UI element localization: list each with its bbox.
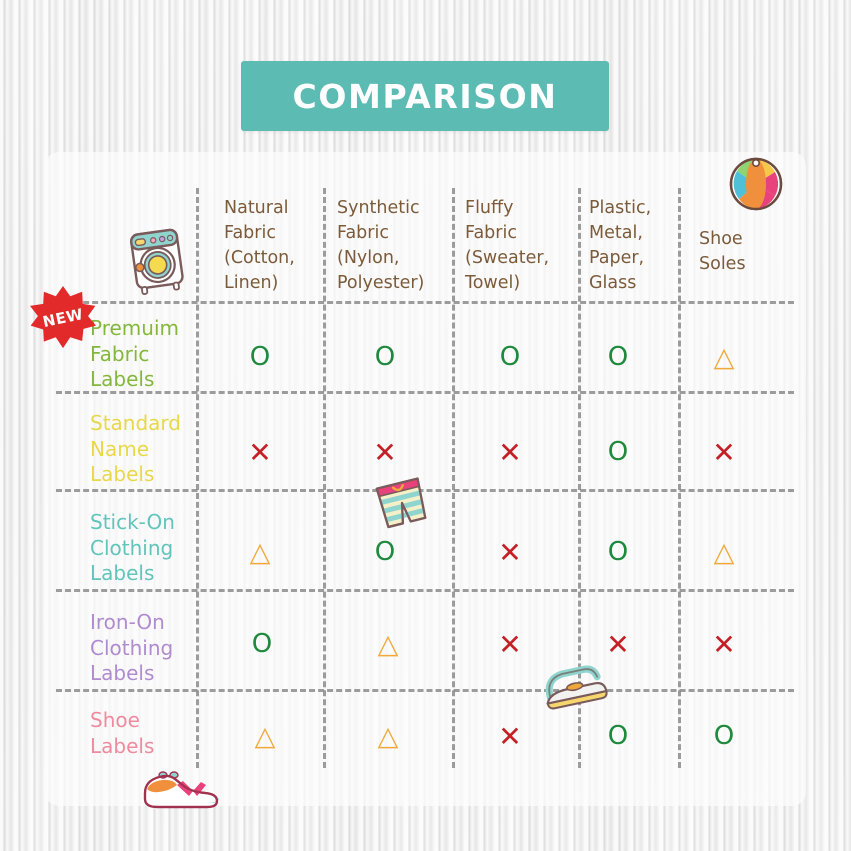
column-header-line: (Cotton, [224, 248, 295, 268]
column-header-line: Fabric [337, 223, 389, 243]
cell-r2-c1: O [374, 537, 396, 567]
cell-r2-c0: △ [249, 536, 271, 568]
clothing-iron-sticker [537, 660, 609, 716]
cell-r4-c1: △ [377, 720, 399, 752]
washing-machine-sticker [122, 222, 192, 298]
cell-r3-c1: △ [377, 628, 399, 660]
column-header-fluffy-fabric: Fluffy Fabric (Sweater, Towel) [465, 196, 577, 296]
column-header-line: (Nylon, [337, 248, 400, 268]
column-header-natural-fabric: Natural Fabric (Cotton, Linen) [224, 196, 324, 296]
column-header-line: Towel) [465, 273, 521, 293]
row-label-premium-fabric-labels: Premuim Fabric Labels [90, 316, 208, 393]
cell-r2-c4: △ [713, 536, 735, 568]
column-header-line: Plastic, [589, 198, 652, 218]
row-label-line: Name [90, 436, 150, 461]
column-header-line: Natural [224, 198, 289, 218]
row-label-line: Standard [90, 411, 181, 435]
column-header-line: Linen) [224, 273, 279, 293]
column-header-line: Metal, [589, 223, 643, 243]
title-banner: COMPARISON [241, 61, 609, 131]
cell-r1-c2: ✕ [498, 435, 522, 469]
row-label-stick-on-clothing-labels: Stick-On Clothing Labels [90, 510, 208, 587]
cell-r3-c3: ✕ [606, 627, 630, 661]
cell-r0-c1: O [374, 342, 396, 372]
cell-r3-c4: ✕ [712, 627, 736, 661]
row-label-standard-name-labels: Standard Name Labels [90, 411, 208, 488]
cell-r0-c4: △ [713, 341, 735, 373]
row-label-line: Stick-On [90, 510, 175, 534]
row-label-line: Labels [90, 561, 155, 585]
cell-r3-c0: O [251, 629, 273, 659]
column-header-line: Fluffy [465, 198, 514, 218]
cell-r4-c0: △ [254, 720, 276, 752]
sneaker-sticker [139, 759, 221, 809]
page-title: COMPARISON [292, 76, 558, 116]
cell-r0-c0: O [249, 342, 271, 372]
cell-r4-c3: O [607, 721, 629, 751]
cell-r4-c2: ✕ [498, 719, 522, 753]
column-header-line: (Sweater, [465, 248, 550, 268]
row-label-shoe-labels: Shoe Labels [90, 708, 208, 759]
row-label-line: Shoe [90, 708, 140, 732]
row-label-line: Labels [90, 462, 155, 486]
cell-r0-c2: O [499, 342, 521, 372]
row-label-line: Iron-On [90, 610, 165, 634]
cell-r3-c2: ✕ [498, 627, 522, 661]
cell-r1-c3: O [607, 437, 629, 467]
row-label-line: Fabric [90, 341, 150, 366]
cell-r1-c1: ✕ [373, 435, 397, 469]
column-header-line: Fabric [465, 223, 517, 243]
row-label-iron-on-clothing-labels: Iron-On Clothing Labels [90, 610, 208, 687]
column-header-line: Synthetic [337, 198, 420, 218]
row-label-line: Clothing [90, 635, 174, 660]
column-header-line: Fabric [224, 223, 276, 243]
swim-shorts-sticker [371, 475, 433, 531]
column-header-synthetic-fabric: Synthetic Fabric (Nylon, Polyester) [337, 196, 452, 296]
beach-ball-sticker [727, 155, 785, 213]
new-badge: NEW [30, 286, 96, 350]
column-header-line: Soles [699, 254, 746, 274]
new-badge-label: NEW [41, 304, 85, 332]
column-header-line: Paper, [589, 248, 645, 268]
column-header-line: Polyester) [337, 273, 425, 293]
row-label-line: Labels [90, 367, 155, 391]
row-label-line: Labels [90, 733, 155, 758]
column-header-line: Shoe [699, 229, 743, 249]
column-header-plastic-metal: Plastic, Metal, Paper, Glass [589, 196, 679, 296]
row-label-line: Clothing [90, 535, 174, 560]
cell-r0-c3: O [607, 342, 629, 372]
cell-r1-c4: ✕ [712, 435, 736, 469]
cell-r2-c2: ✕ [498, 535, 522, 569]
column-header-shoe-soles: Shoe Soles [699, 227, 789, 277]
cell-r2-c3: O [607, 537, 629, 567]
row-label-line: Labels [90, 661, 155, 685]
row-label-line: Premuim [90, 316, 179, 340]
cell-r4-c4: O [713, 721, 735, 751]
column-header-line: Glass [589, 273, 637, 293]
cell-r1-c0: ✕ [248, 435, 272, 469]
